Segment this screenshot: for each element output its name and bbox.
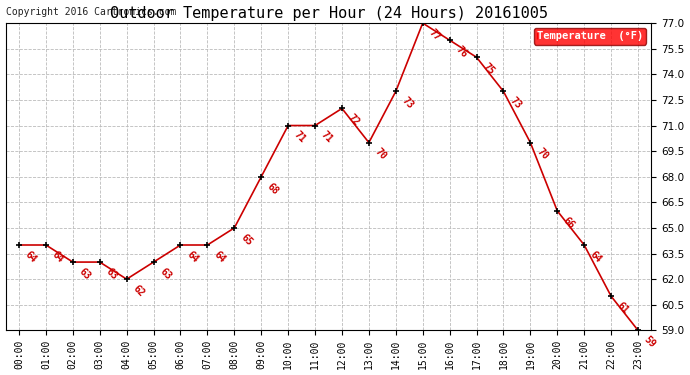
Text: 70: 70 <box>535 147 550 162</box>
Text: 63: 63 <box>158 266 173 282</box>
Text: 77: 77 <box>427 27 442 43</box>
Text: 76: 76 <box>454 44 469 60</box>
Text: 64: 64 <box>23 249 39 264</box>
Text: 64: 64 <box>589 249 604 264</box>
Text: 73: 73 <box>400 96 415 111</box>
Title: Outdoor Temperature per Hour (24 Hours) 20161005: Outdoor Temperature per Hour (24 Hours) … <box>110 6 547 21</box>
Text: 75: 75 <box>481 62 496 77</box>
Text: 63: 63 <box>104 266 119 282</box>
Text: 71: 71 <box>319 130 335 145</box>
Text: 66: 66 <box>562 215 577 230</box>
Text: 61: 61 <box>615 300 631 316</box>
Text: 59: 59 <box>642 334 658 350</box>
Text: 63: 63 <box>77 266 92 282</box>
Text: 70: 70 <box>373 147 388 162</box>
Text: 71: 71 <box>293 130 308 145</box>
Text: 65: 65 <box>239 232 254 248</box>
Text: 73: 73 <box>508 96 523 111</box>
Text: Copyright 2016 Cartronics.com: Copyright 2016 Cartronics.com <box>6 7 176 17</box>
Text: 72: 72 <box>346 112 362 128</box>
Text: 64: 64 <box>50 249 66 264</box>
Text: 64: 64 <box>212 249 227 264</box>
Text: 68: 68 <box>266 181 281 196</box>
Text: 64: 64 <box>185 249 200 264</box>
Legend: Temperature  (°F): Temperature (°F) <box>534 28 647 45</box>
Text: 62: 62 <box>131 283 146 298</box>
